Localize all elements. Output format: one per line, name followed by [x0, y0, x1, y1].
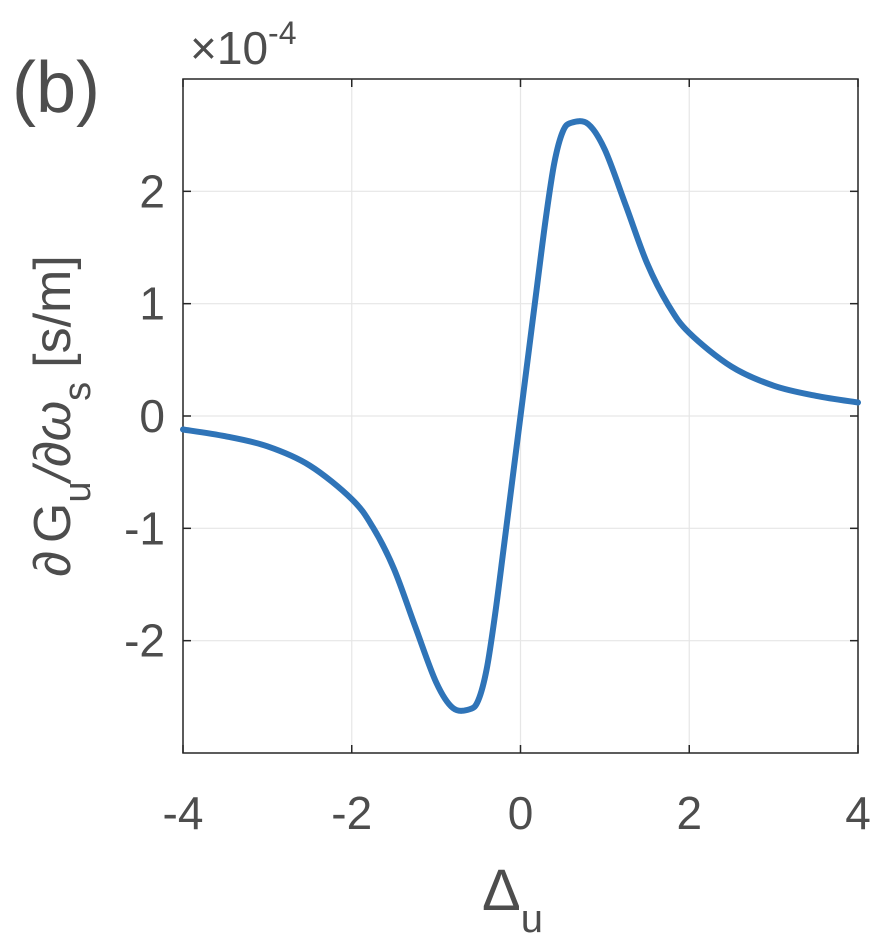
x-tick-label: 2	[676, 787, 702, 839]
axis-ticks	[182, 79, 859, 753]
x-tick-label: 0	[508, 787, 534, 839]
x-tick-label: -2	[331, 787, 372, 839]
y-axis-label-units: [s/m]	[24, 255, 82, 368]
y-axis-label-partial: ∂	[24, 551, 82, 577]
y-tick-label: 1	[139, 278, 165, 330]
y-tick-labels: -2 -1 0 1 2	[124, 165, 165, 666]
panel-label: (b)	[12, 48, 100, 128]
y-tick-label: -1	[124, 502, 165, 554]
x-tick-labels: -4 -2 0 2 4	[163, 787, 871, 839]
y-axis-label-sub-u: u	[57, 482, 99, 503]
x-axis-label-sub: u	[521, 897, 543, 941]
y-scale-exponent: -4	[268, 15, 296, 51]
y-tick-label: -2	[124, 615, 165, 667]
y-axis-label: ∂ Gu/∂ωs [s/m]	[24, 255, 99, 577]
y-scale-multiplier: ×10-4	[190, 15, 296, 74]
y-tick-label: 2	[139, 165, 165, 217]
x-tick-label: -4	[163, 787, 204, 839]
x-axis-label: Δu	[482, 858, 543, 941]
y-tick-label: 0	[139, 390, 165, 442]
series-line	[180, 118, 861, 714]
y-scale-base: ×10	[190, 22, 268, 74]
y-axis-label-slash: /∂ω	[24, 401, 82, 485]
y-axis-label-sub-s: s	[57, 382, 99, 401]
x-tick-label: 4	[845, 787, 871, 839]
y-axis-label-G: G	[24, 503, 82, 543]
x-axis-label-main: Δ	[482, 858, 521, 923]
